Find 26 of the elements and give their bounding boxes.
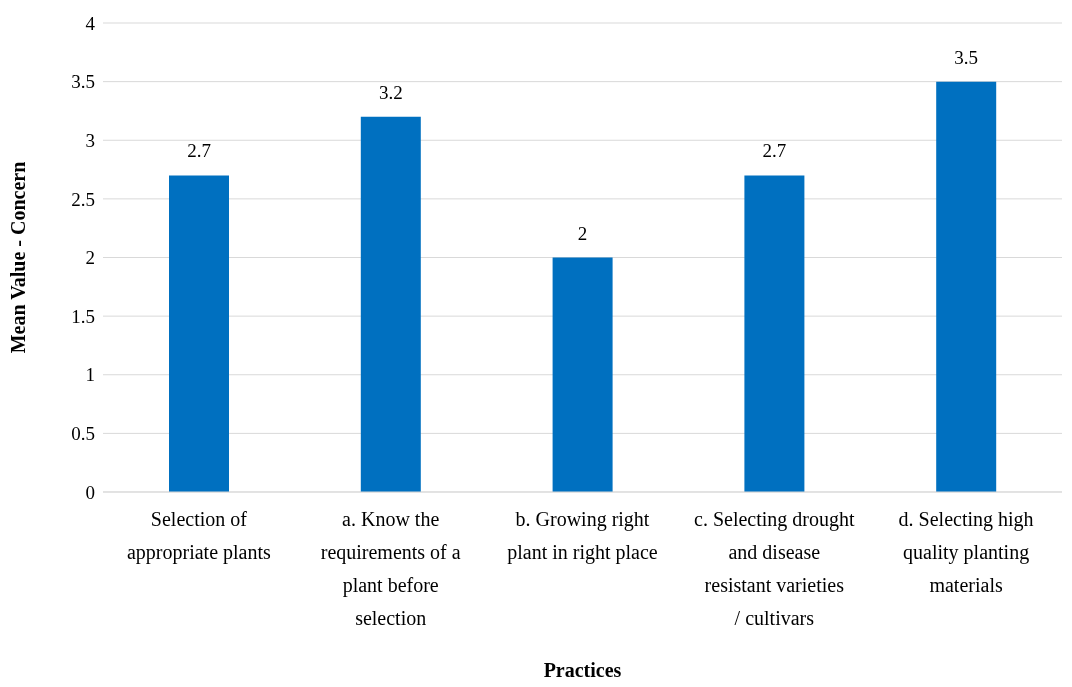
y-axis-title: Mean Value - Concern (7, 161, 30, 354)
data-label: 3.2 (378, 81, 403, 103)
y-tick-label: 0.5 (71, 423, 95, 445)
y-tick-label: 2.5 (71, 188, 95, 210)
y-tick-label: 0 (85, 481, 95, 503)
data-label: 2.7 (762, 140, 787, 162)
y-tick-label: 3.5 (71, 71, 95, 93)
y-tick-label: 3 (85, 129, 95, 151)
x-tick-label: c. Selecting drought and disease resistant varieties / cultivars (694, 508, 855, 629)
y-tick-label: 1 (85, 364, 95, 386)
x-tick-label: b. Growing right plant in right place (507, 508, 658, 564)
bar (360, 116, 421, 492)
x-tick-label: a. Know the requirements of a plant before selection (320, 508, 461, 629)
bar (552, 257, 613, 492)
bar (936, 81, 997, 492)
x-tick-label: Selection of appropriate plants (126, 508, 272, 564)
x-tick-label: d. Selecting high quality planting materials (898, 508, 1034, 596)
data-label: 2 (577, 222, 588, 244)
bar (169, 175, 229, 492)
bar (744, 175, 805, 492)
y-tick-label: 2 (85, 247, 95, 269)
x-axis-title: Practices (543, 659, 622, 681)
y-tick-label: 4 (85, 12, 96, 34)
data-label: 2.7 (187, 140, 211, 162)
data-label: 3.5 (954, 46, 979, 68)
y-tick-label: 1.5 (71, 305, 95, 327)
